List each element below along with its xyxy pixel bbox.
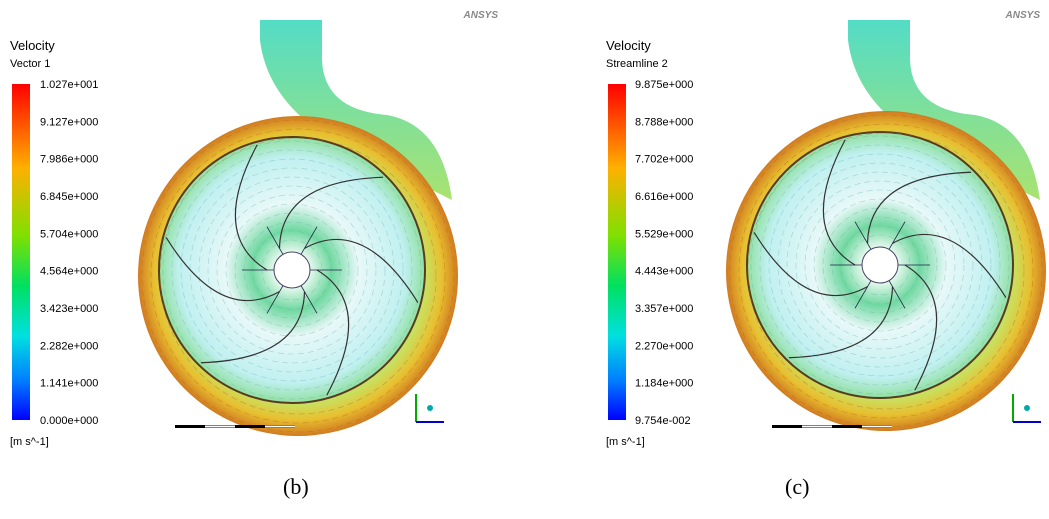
color-bar [608,84,626,420]
legend-label: 3.357e+000 [635,303,693,315]
hub [274,252,310,288]
scale-bar-gap [265,426,295,428]
legend-subtitle: Streamline 2 [606,58,668,70]
legend-subtitle: Vector 1 [10,58,50,70]
scale-bar-gap [802,426,832,428]
legend-label: 7.986e+000 [40,154,98,166]
figure: ANSYS Velocity Vector 1 1.027e+001 9.127e+00… [0,0,1049,519]
hub [862,247,898,283]
caption: (b) [283,474,309,499]
logo: ANSYS [1005,10,1041,21]
legend-label: 7.702e+000 [635,154,693,166]
scale-bar-gap [205,426,235,428]
legend-label: 1.141e+000 [40,378,98,390]
legend-label: 1.184e+000 [635,378,693,390]
legend-title: Velocity [10,38,55,53]
legend-label: 4.564e+000 [40,266,98,278]
caption: (c) [785,474,809,499]
legend-unit: [m s^-1] [606,436,645,448]
scale-bar-gap [862,426,892,428]
legend-label: 0.000e+000 [40,415,98,427]
legend-unit: [m s^-1] [10,436,49,448]
legend-label: 5.529e+000 [635,228,693,240]
legend-label: 2.270e+000 [635,340,693,352]
legend-label: 3.423e+000 [40,303,98,315]
legend-label: 8.788e+000 [635,116,693,128]
color-bar [12,84,30,420]
panel: ANSYS Velocity Streamline 2 9.875e+000 8.788… [606,10,1046,499]
legend-label: 9.754e-002 [635,415,691,427]
legend-label: 9.127e+000 [40,116,98,128]
triad-x [1024,405,1030,411]
legend-label: 5.704e+000 [40,228,98,240]
logo: ANSYS [463,10,499,21]
legend-label: 2.282e+000 [40,340,98,352]
legend-label: 6.616e+000 [635,191,693,203]
triad-x [427,405,433,411]
legend-label: 9.875e+000 [635,79,693,91]
panel: ANSYS Velocity Vector 1 1.027e+001 9.127e+00… [10,10,498,499]
legend-label: 1.027e+001 [40,79,98,91]
legend-title: Velocity [606,38,651,53]
legend-label: 4.443e+000 [635,266,693,278]
legend-label: 6.845e+000 [40,191,98,203]
